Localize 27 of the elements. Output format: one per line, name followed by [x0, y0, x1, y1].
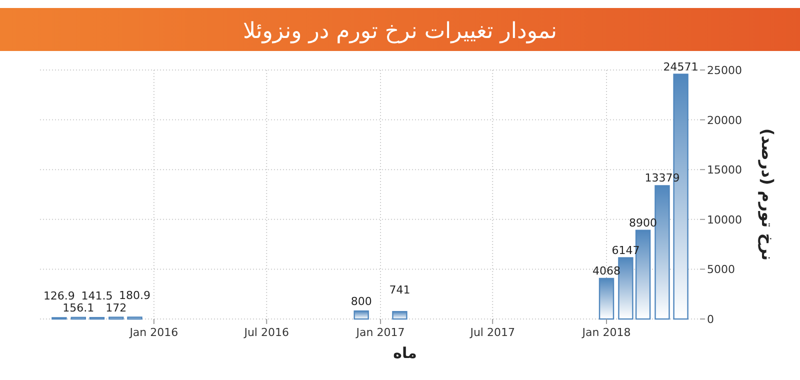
y-tick-label: 25000 [707, 64, 742, 77]
x-axis-title: ماه [393, 344, 417, 362]
data-label: 800 [350, 295, 372, 308]
data-label: 24571 [663, 60, 698, 74]
y-tick-label: 20000 [707, 114, 742, 127]
x-tick-label: Jan 2018 [581, 326, 631, 339]
x-tick-label: Jan 2016 [128, 326, 178, 339]
x-tick-label: Jan 2017 [355, 326, 405, 339]
x-tick-label: Jul 2017 [469, 326, 515, 339]
data-label: 172 [106, 301, 127, 314]
y-tick-label: 15000 [707, 164, 742, 177]
x-tick-label: Jul 2016 [243, 326, 289, 339]
bar [392, 311, 408, 320]
y-tick-label: 0 [707, 313, 714, 326]
bar [654, 185, 670, 320]
data-label: 180.9 [118, 289, 150, 302]
bar [354, 310, 369, 320]
y-tick-label: 5000 [707, 263, 735, 276]
bar [598, 278, 614, 320]
data-label: 126.9 [43, 290, 75, 303]
data-label: 741 [389, 284, 410, 297]
chart-title: نمودار تغییرات نرخ تورم در ونزوئلا [242, 19, 558, 44]
data-label: 156.1 [62, 301, 94, 314]
y-axis-title: نرخ تورم (درصد) [758, 128, 777, 261]
bar [618, 257, 634, 320]
y-tick-label: 10000 [707, 213, 742, 226]
data-label: 141.5 [81, 290, 113, 303]
